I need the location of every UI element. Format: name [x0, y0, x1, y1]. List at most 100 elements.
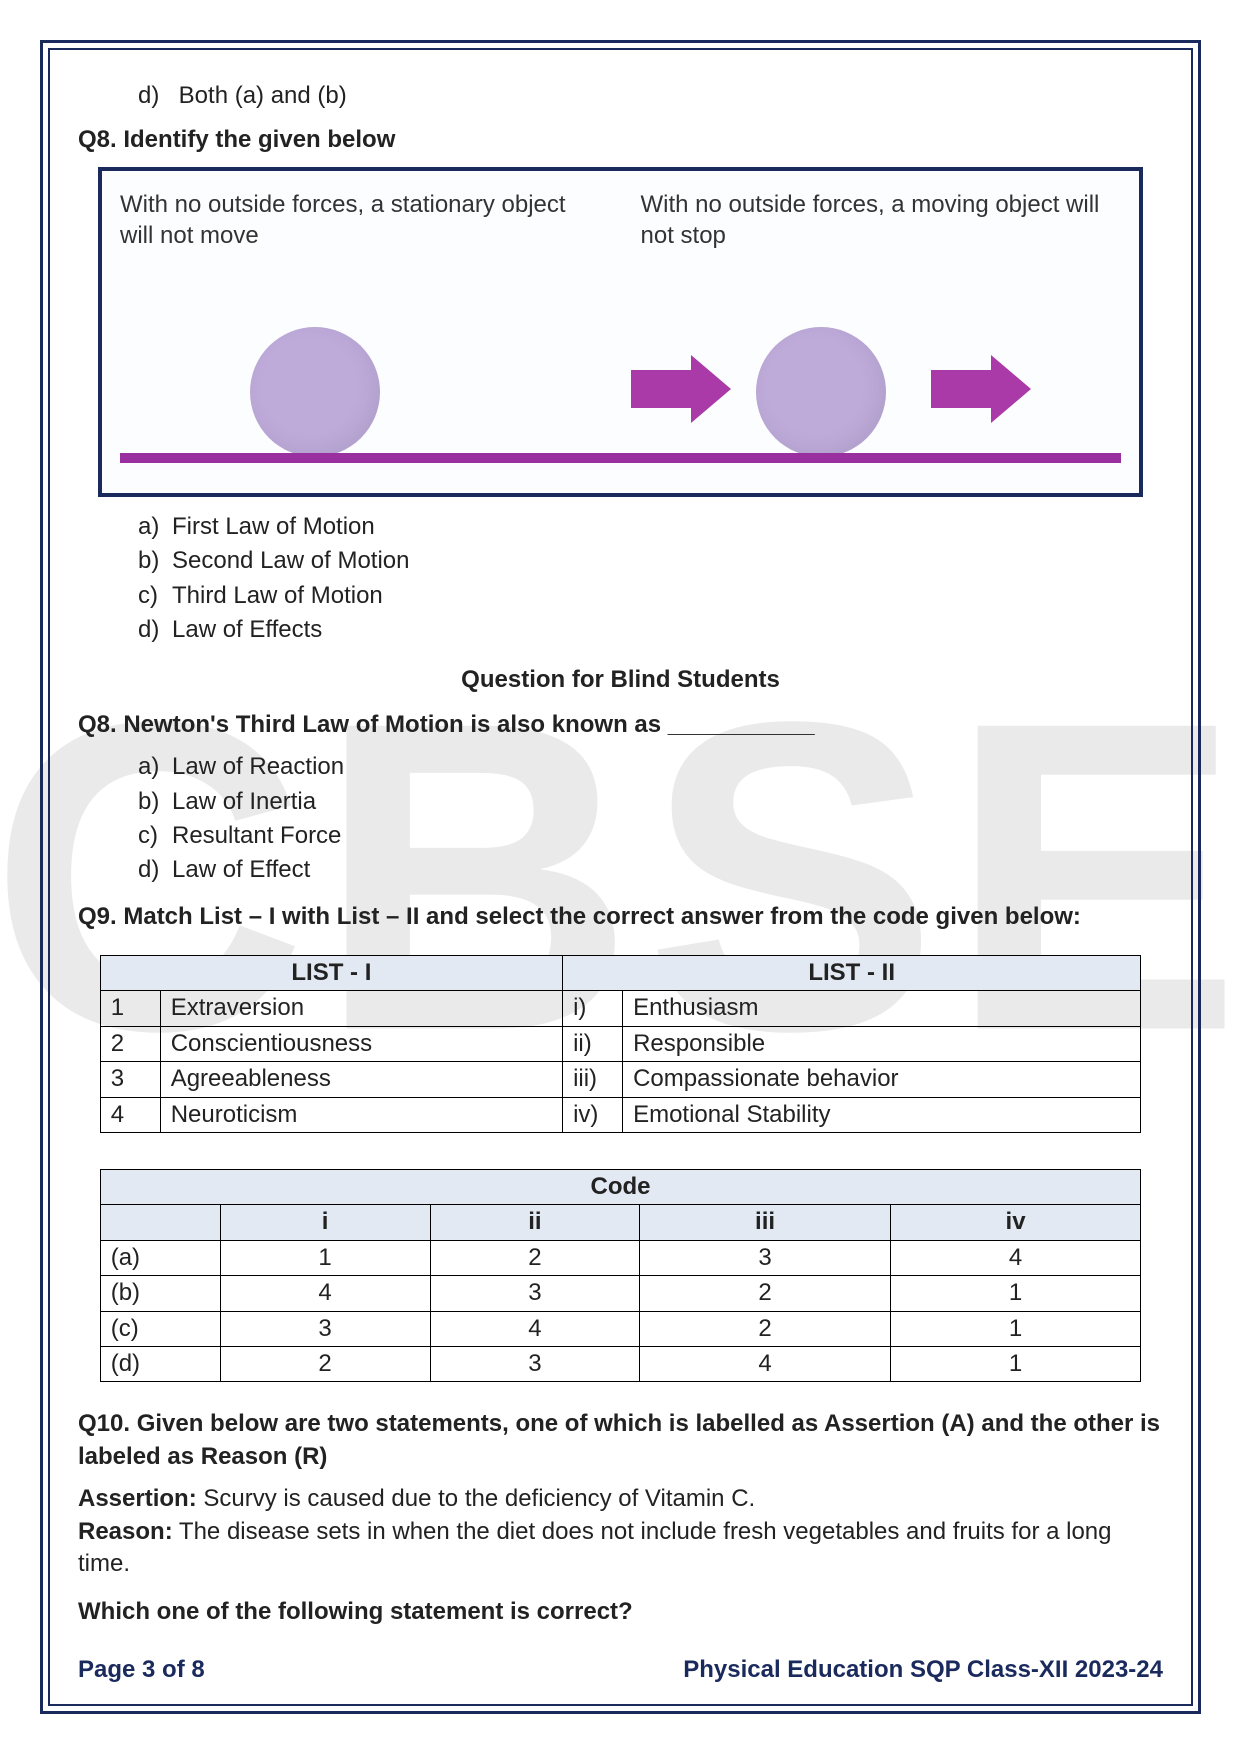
table-header: i	[220, 1205, 430, 1240]
option-marker: d)	[138, 80, 172, 112]
blind-students-heading: Question for Blind Students	[78, 664, 1163, 696]
option-text: First Law of Motion	[172, 513, 375, 540]
arrow-right-icon	[931, 355, 1031, 423]
table-cell: Responsible	[623, 1026, 1141, 1061]
table-header: LIST - II	[563, 956, 1141, 991]
table-cell: Conscientiousness	[160, 1026, 562, 1061]
assertion-text: Scurvy is caused due to the deficiency o…	[197, 1485, 756, 1512]
q8b-options: a)Law of Reaction b)Law of Inertia c)Res…	[78, 751, 1163, 887]
option-text: Law of Effects	[172, 616, 322, 643]
table-cell: Neuroticism	[160, 1097, 562, 1132]
option-marker: b)	[138, 786, 172, 818]
table-header: Code	[100, 1170, 1141, 1205]
table-header	[100, 1205, 220, 1240]
table-cell: 4	[430, 1311, 640, 1346]
option-marker: c)	[138, 820, 172, 852]
table-cell: 4	[100, 1097, 160, 1132]
q10-prompt: Which one of the following statement is …	[78, 1596, 1163, 1628]
table-row: (b) 4 3 2 1	[100, 1276, 1141, 1311]
table-row: (a) 1 2 3 4	[100, 1240, 1141, 1275]
table-cell: Extraversion	[160, 991, 562, 1026]
table-header: LIST - I	[100, 956, 562, 991]
q10-heading: Q10. Given below are two statements, one…	[78, 1408, 1163, 1473]
q7-option-d: d) Both (a) and (b)	[78, 80, 1163, 112]
table-cell: 1	[220, 1240, 430, 1275]
page-content: d) Both (a) and (b) Q8. Identify the giv…	[78, 80, 1163, 1644]
footer-page-number: Page 3 of 8	[78, 1656, 205, 1684]
option-text: Second Law of Motion	[172, 547, 409, 574]
table-cell: 2	[430, 1240, 640, 1275]
table-row: (d) 2 3 4 1	[100, 1346, 1141, 1381]
arrow-left-icon	[631, 355, 731, 423]
table-cell: Compassionate behavior	[623, 1062, 1141, 1097]
table-cell: Enthusiasm	[623, 991, 1141, 1026]
table-cell: (d)	[100, 1346, 220, 1381]
table-cell: i)	[563, 991, 623, 1026]
q8-diagram: With no outside forces, a stationary obj…	[98, 167, 1143, 497]
table-cell: Emotional Stability	[623, 1097, 1141, 1132]
table-row: 4 Neuroticism iv) Emotional Stability	[100, 1097, 1141, 1132]
table-cell: 4	[890, 1240, 1141, 1275]
table-cell: (a)	[100, 1240, 220, 1275]
table-row: 1 Extraversion i) Enthusiasm	[100, 991, 1141, 1026]
q8-options: a)First Law of Motion b)Second Law of Mo…	[78, 511, 1163, 647]
circle-moving-icon	[756, 327, 886, 457]
q8-heading: Q8. Identify the given below	[78, 124, 1163, 156]
q8b-heading: Q8. Newton's Third Law of Motion is also…	[78, 709, 1163, 741]
table-cell: 1	[890, 1311, 1141, 1346]
table-cell: iv)	[563, 1097, 623, 1132]
table-row: (c) 3 4 2 1	[100, 1311, 1141, 1346]
table-cell: (b)	[100, 1276, 220, 1311]
table-cell: ii)	[563, 1026, 623, 1061]
option-text: Third Law of Motion	[172, 582, 383, 609]
option-marker: b)	[138, 545, 172, 577]
table-cell: 1	[100, 991, 160, 1026]
table-cell: (c)	[100, 1311, 220, 1346]
q9-code-table: Code i ii iii iv (a) 1 2 3 4 (b) 4 3 2 1	[100, 1169, 1142, 1382]
table-cell: 3	[640, 1240, 890, 1275]
table-row: 2 Conscientiousness ii) Responsible	[100, 1026, 1141, 1061]
table-cell: 2	[100, 1026, 160, 1061]
diagram-left-panel: With no outside forces, a stationary obj…	[120, 189, 601, 493]
option-marker: d)	[138, 854, 172, 886]
ground-line-icon	[120, 453, 1121, 463]
option-marker: a)	[138, 751, 172, 783]
table-cell: 3	[430, 1276, 640, 1311]
table-cell: 1	[890, 1346, 1141, 1381]
reason-label: Reason:	[78, 1518, 173, 1545]
option-marker: d)	[138, 614, 172, 646]
q10-assertion: Assertion: Scurvy is caused due to the d…	[78, 1483, 1163, 1515]
table-cell: iii)	[563, 1062, 623, 1097]
option-text: Resultant Force	[172, 822, 341, 849]
diagram-left-text: With no outside forces, a stationary obj…	[120, 189, 601, 251]
option-text: Both (a) and (b)	[179, 82, 347, 109]
table-cell: 3	[220, 1311, 430, 1346]
table-cell: Agreeableness	[160, 1062, 562, 1097]
option-text: Law of Reaction	[172, 753, 344, 780]
q9-list-table: LIST - I LIST - II 1 Extraversion i) Ent…	[100, 955, 1142, 1133]
option-marker: c)	[138, 580, 172, 612]
table-header: ii	[430, 1205, 640, 1240]
q10-reason: Reason: The disease sets in when the die…	[78, 1516, 1163, 1581]
table-cell: 1	[890, 1276, 1141, 1311]
assertion-label: Assertion:	[78, 1485, 197, 1512]
reason-text: The disease sets in when the diet does n…	[78, 1518, 1112, 1577]
footer-title: Physical Education SQP Class-XII 2023-24	[683, 1656, 1163, 1684]
page-footer: Page 3 of 8 Physical Education SQP Class…	[78, 1644, 1163, 1684]
diagram-right-panel: With no outside forces, a moving object …	[641, 189, 1122, 493]
table-row: 3 Agreeableness iii) Compassionate behav…	[100, 1062, 1141, 1097]
table-cell: 3	[430, 1346, 640, 1381]
diagram-right-text: With no outside forces, a moving object …	[641, 189, 1122, 251]
table-cell: 3	[100, 1062, 160, 1097]
table-cell: 2	[220, 1346, 430, 1381]
table-cell: 4	[220, 1276, 430, 1311]
table-header: iv	[890, 1205, 1141, 1240]
table-cell: 4	[640, 1346, 890, 1381]
page-frame: d) Both (a) and (b) Q8. Identify the giv…	[48, 48, 1193, 1706]
table-header: iii	[640, 1205, 890, 1240]
circle-stationary-icon	[250, 327, 380, 457]
option-text: Law of Effect	[172, 856, 310, 883]
option-marker: a)	[138, 511, 172, 543]
option-text: Law of Inertia	[172, 788, 316, 815]
q9-heading: Q9. Match List – I with List – II and se…	[78, 901, 1163, 933]
